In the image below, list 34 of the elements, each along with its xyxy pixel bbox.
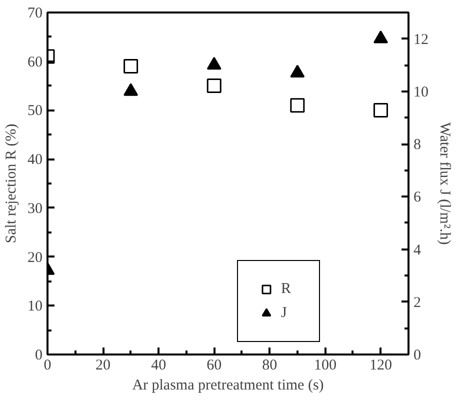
y-tick-label: 0	[35, 348, 42, 364]
y2-tick-label: 8	[414, 137, 421, 154]
x-tick-label: 120	[369, 358, 392, 374]
legend-label: J	[281, 304, 288, 322]
y-tick-label: 10	[28, 298, 42, 315]
y-tick-label: 70	[28, 6, 42, 22]
y-tick-label: 30	[28, 200, 42, 217]
x-tick-label: 20	[96, 358, 111, 374]
y2-tick-label: 2	[414, 294, 421, 311]
y2-tick-label: 0	[414, 348, 421, 364]
point	[124, 58, 138, 74]
y2-tick-label: 12	[414, 32, 428, 48]
point	[373, 30, 388, 44]
y-axis-title: Salt rejection R (%)	[4, 124, 20, 244]
x-axis-title: Ar plasma pretreatment time (s)	[132, 378, 324, 394]
y2-axis-title: Water flux J (l/m².h)	[436, 122, 452, 245]
x-tick-label: 100	[314, 358, 336, 374]
point	[206, 78, 222, 94]
y-tick-label: 60	[28, 54, 42, 70]
x-tick-label: 80	[262, 358, 278, 374]
point	[206, 56, 222, 70]
legend-label: R	[281, 280, 292, 298]
y2-tick-label: 4	[414, 242, 422, 258]
point	[290, 98, 305, 113]
y2-tick-label: 10	[414, 84, 428, 100]
point	[124, 83, 138, 96]
point	[373, 102, 388, 118]
point	[290, 64, 305, 78]
y-tick-label: 50	[28, 103, 42, 120]
y2-tick-label: 6	[414, 190, 422, 206]
x-tick-label: 60	[206, 358, 222, 374]
y-tick-label: 20	[28, 250, 42, 266]
y-tick-label: 40	[28, 152, 42, 168]
x-tick-label: 40	[151, 358, 166, 374]
